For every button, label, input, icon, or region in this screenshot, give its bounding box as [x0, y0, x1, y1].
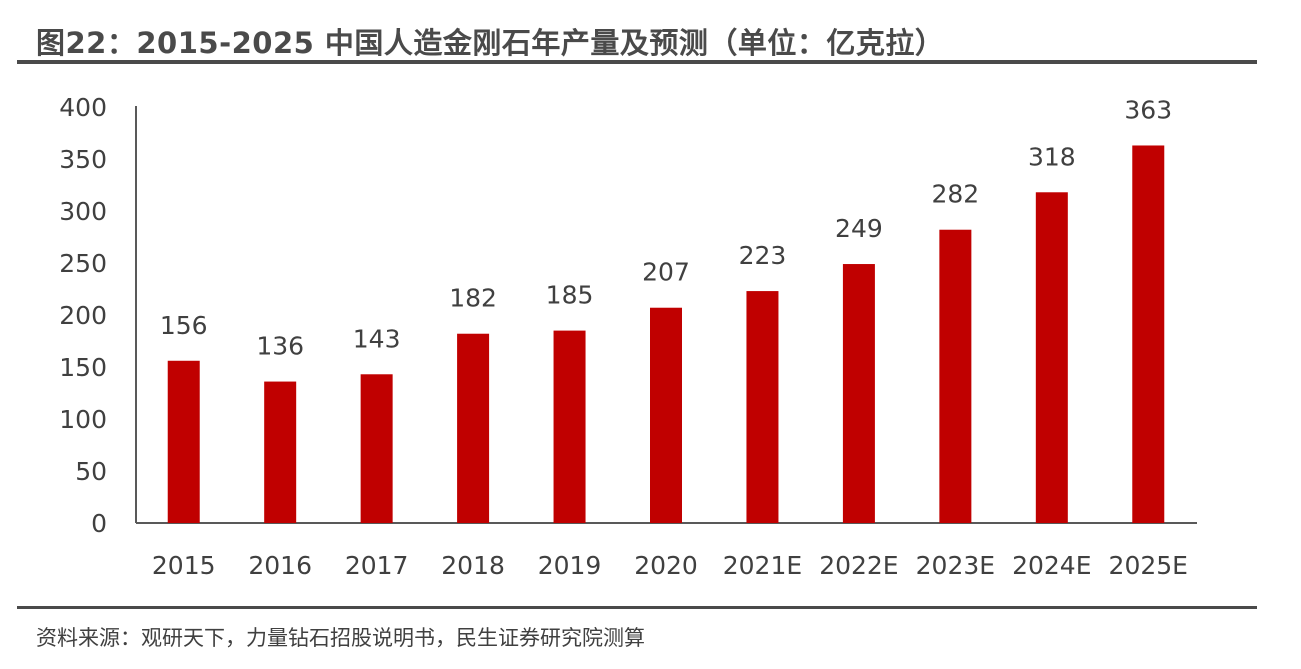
data-label: 143 [353, 324, 401, 353]
source-divider [17, 606, 1257, 609]
x-tick-label: 2025E [1109, 551, 1188, 580]
data-label: 156 [160, 311, 208, 340]
data-label: 207 [642, 258, 690, 287]
x-tick-label: 2022E [819, 551, 898, 580]
y-tick-label: 150 [59, 353, 107, 382]
bar [553, 330, 586, 523]
data-label: 249 [835, 214, 883, 243]
y-tick-label: 350 [59, 145, 107, 174]
data-label: 363 [1124, 95, 1172, 124]
data-label: 223 [739, 241, 787, 270]
bar [167, 360, 200, 523]
x-tick-label: 2015 [152, 551, 216, 580]
bar [939, 229, 972, 523]
x-tick-label: 2017 [345, 551, 409, 580]
y-tick-label: 400 [59, 93, 107, 122]
y-tick-label: 0 [91, 509, 107, 538]
data-label: 282 [932, 180, 980, 209]
bar [1035, 192, 1068, 523]
y-tick-label: 100 [59, 405, 107, 434]
bar [746, 291, 779, 523]
y-tick-label: 50 [75, 457, 107, 486]
chart-title: 图22：2015-2025 中国人造金刚石年产量及预测（单位：亿克拉） [36, 26, 945, 60]
data-label: 318 [1028, 142, 1076, 171]
data-label: 182 [449, 284, 497, 313]
x-tick-label: 2024E [1012, 551, 1091, 580]
x-tick-label: 2020 [634, 551, 698, 580]
y-tick-label: 300 [59, 197, 107, 226]
bar [457, 333, 490, 523]
x-tick-label: 2021E [723, 551, 802, 580]
bar [842, 264, 875, 523]
data-label: 185 [546, 281, 594, 310]
bar [650, 307, 682, 523]
title-divider [17, 60, 1257, 64]
x-tick-label: 2023E [916, 551, 995, 580]
y-tick-label: 250 [59, 249, 107, 278]
y-tick-label: 200 [59, 301, 107, 330]
bar [264, 381, 297, 523]
source-note: 资料来源：观研天下，力量钻石招股说明书，民生证券研究院测算 [36, 626, 645, 650]
bar [1132, 145, 1165, 524]
bar [360, 374, 393, 523]
x-tick-label: 2019 [538, 551, 602, 580]
x-tick-label: 2016 [248, 551, 312, 580]
data-label: 136 [256, 332, 304, 361]
x-tick-label: 2018 [441, 551, 505, 580]
